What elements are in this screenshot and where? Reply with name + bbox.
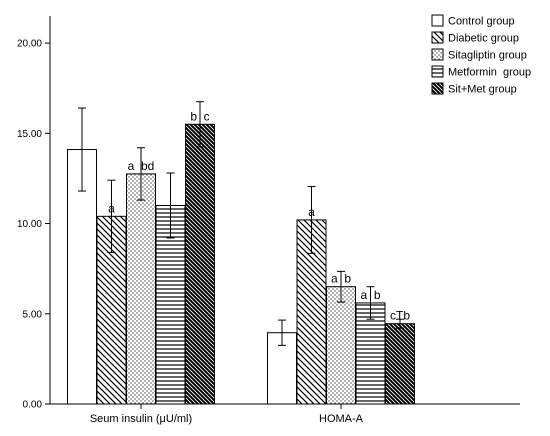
legend: Control group Diabetic group Sitagliptin g… [431,14,531,96]
y-tick-label: 10.00 [17,219,42,230]
legend-label: Control group [448,16,515,28]
error-bar [396,318,404,329]
error-bar [278,319,286,346]
legend-label: Sitagliptin group [448,50,527,62]
significance-label: a [108,201,115,215]
y-tick-label: 5.00 [23,309,43,320]
bar [126,173,156,405]
y-tick-label: 15.00 [17,129,42,140]
error-bar [307,186,316,254]
y-tick-label: 0.00 [23,400,43,411]
significance-label: b c [190,109,209,123]
significance-label: a [308,205,315,219]
legend-swatch [431,31,444,44]
bar [326,286,356,405]
legend-swatch [431,48,444,61]
category-label: Seum insulin (μU/ml) [90,413,192,425]
significance-label: a b [360,288,380,302]
y-tick-label: 20.00 [17,39,42,50]
legend-swatch [431,14,444,27]
axes: 0.00 5.00 10.00 15.00 20.00 Seum insulin (μU/… [17,16,520,425]
error-bar [337,270,345,303]
significance-label: cTb [390,309,410,323]
significance-label: a b [331,272,351,286]
bar [155,204,186,405]
legend-swatch [431,65,444,78]
bar [185,123,215,405]
significance-label: a bd [128,159,155,173]
error-bar [107,179,116,253]
legend-label: Sit+Met group [448,84,517,96]
error-bar [166,172,175,239]
legend-label: Diabetic group [448,33,519,45]
error-bar [366,286,375,320]
category-label: HOMA-A [319,413,364,425]
legend-swatch [431,82,444,95]
bars: a a bd b c a a b a b cTb [67,101,415,405]
bar [385,323,415,405]
error-bar [137,147,145,201]
error-bar [78,107,86,192]
legend-label: Metformin group [448,67,531,79]
error-bar [196,101,204,148]
